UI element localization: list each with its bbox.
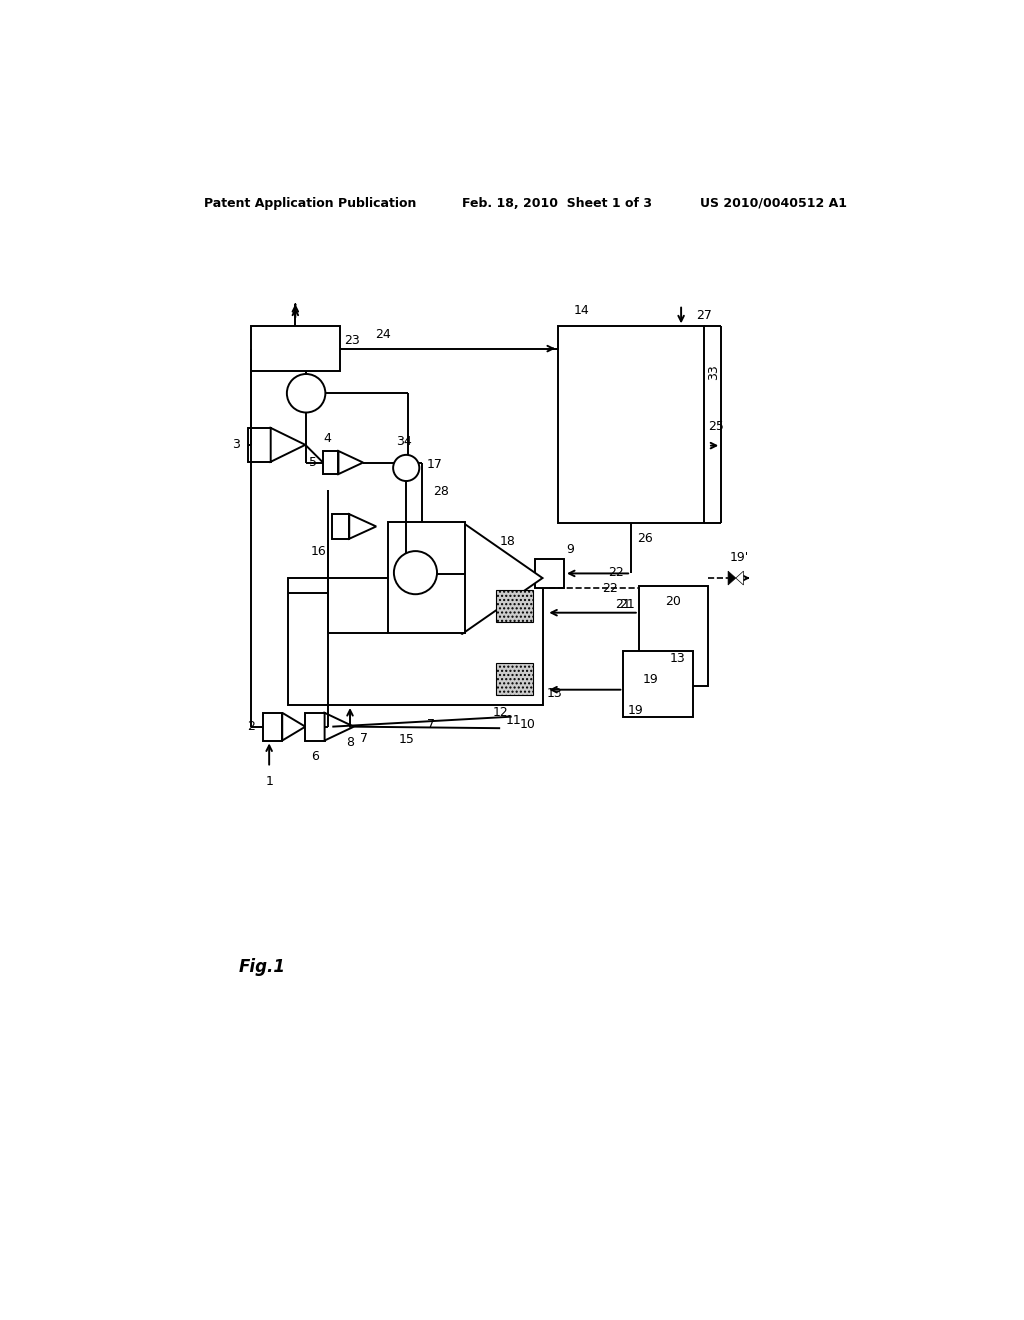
Bar (388, 521, 465, 634)
Text: 13: 13 (670, 652, 685, 665)
Text: 27: 27 (696, 309, 713, 322)
Text: 25: 25 (708, 420, 724, 433)
Text: 21: 21 (615, 598, 631, 611)
Polygon shape (283, 713, 305, 741)
Text: 22: 22 (608, 566, 624, 579)
Bar (333, 515, 349, 539)
Text: 28: 28 (433, 484, 450, 498)
Bar (289, 578, 543, 705)
Text: TIC1: TIC1 (295, 388, 317, 399)
Bar (497, 663, 534, 696)
Text: 14: 14 (573, 304, 589, 317)
Text: 19': 19' (730, 552, 750, 564)
Text: 26: 26 (637, 532, 653, 545)
Circle shape (287, 374, 326, 412)
Bar (535, 558, 564, 589)
Bar (263, 713, 283, 741)
Text: 17: 17 (426, 458, 442, 471)
Text: 15: 15 (398, 733, 414, 746)
Polygon shape (270, 428, 305, 462)
Text: 9: 9 (566, 544, 574, 557)
Text: 7: 7 (427, 718, 435, 731)
Bar (624, 651, 692, 717)
Text: 8: 8 (346, 737, 354, 748)
Text: 1: 1 (265, 775, 273, 788)
Text: 19: 19 (643, 673, 658, 686)
Text: 7: 7 (360, 731, 368, 744)
Bar (305, 713, 325, 741)
Text: 6: 6 (310, 750, 318, 763)
Text: 18: 18 (500, 536, 516, 548)
Polygon shape (325, 713, 354, 741)
Circle shape (394, 552, 437, 594)
Text: 23: 23 (344, 334, 359, 347)
Text: 16: 16 (310, 545, 327, 557)
Bar (323, 451, 339, 474)
Text: 34: 34 (396, 434, 412, 447)
Text: 4: 4 (323, 432, 331, 445)
Text: 21: 21 (620, 598, 635, 611)
Text: US 2010/0040512 A1: US 2010/0040512 A1 (699, 197, 847, 210)
Bar (497, 590, 534, 622)
Text: 22: 22 (602, 582, 618, 595)
Text: 33: 33 (707, 364, 720, 380)
Polygon shape (349, 515, 376, 539)
Text: 2: 2 (248, 721, 255, 733)
Text: TIC2: TIC2 (404, 568, 426, 578)
Polygon shape (736, 572, 743, 585)
Text: Patent Application Publication: Patent Application Publication (204, 197, 416, 210)
Polygon shape (339, 451, 364, 474)
Bar (558, 326, 705, 523)
Bar (639, 586, 708, 686)
Text: 3: 3 (232, 438, 240, 451)
Text: Fig.1: Fig.1 (239, 958, 286, 975)
Text: 19: 19 (628, 704, 643, 717)
Text: 5: 5 (309, 455, 316, 469)
Polygon shape (462, 521, 543, 635)
Text: 10: 10 (519, 718, 536, 731)
Bar (252, 326, 340, 371)
Text: 24: 24 (375, 327, 390, 341)
Text: 13: 13 (547, 686, 562, 700)
Text: 11: 11 (506, 714, 521, 727)
Text: Feb. 18, 2010  Sheet 1 of 3: Feb. 18, 2010 Sheet 1 of 3 (462, 197, 651, 210)
Circle shape (393, 455, 419, 480)
Text: 12: 12 (493, 706, 508, 719)
Text: 20: 20 (666, 594, 681, 607)
Bar (248, 428, 270, 462)
Polygon shape (728, 572, 736, 585)
